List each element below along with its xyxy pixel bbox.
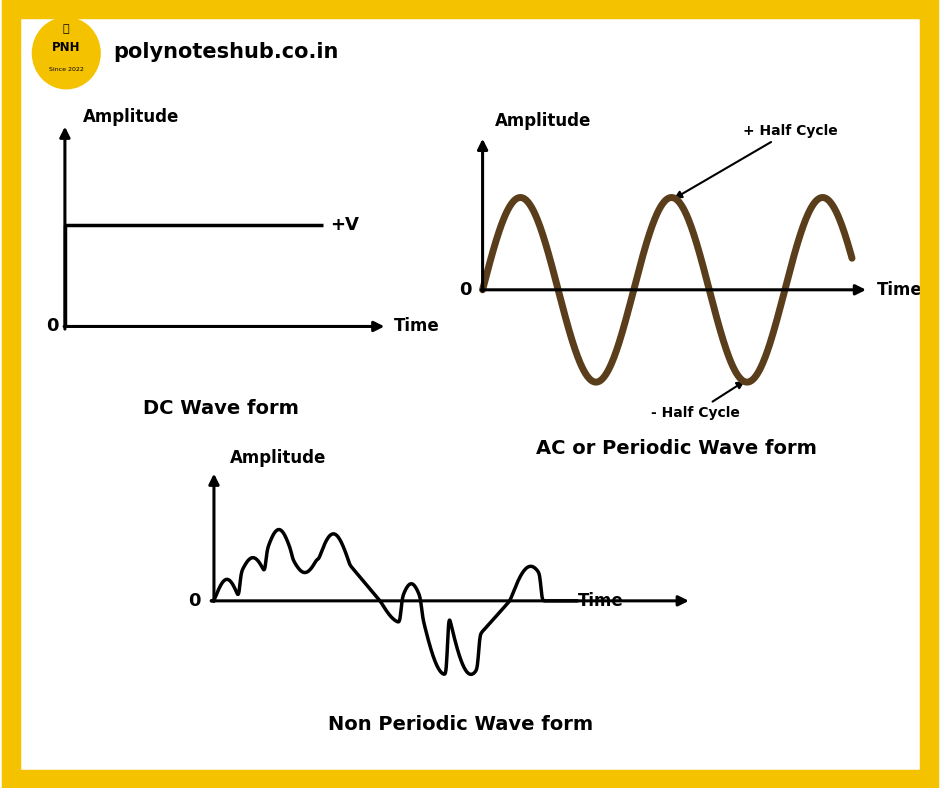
Text: PNH: PNH — [52, 41, 81, 54]
Text: polynoteshub.co.in: polynoteshub.co.in — [113, 42, 338, 61]
Text: - Half Cycle: - Half Cycle — [650, 382, 743, 420]
Text: Since 2022: Since 2022 — [49, 67, 84, 72]
Text: Time: Time — [877, 281, 923, 299]
Text: Time: Time — [395, 318, 440, 336]
Text: +V: +V — [330, 216, 359, 234]
Text: 0: 0 — [46, 318, 58, 336]
Text: 🎓: 🎓 — [63, 24, 70, 34]
Text: Time: Time — [577, 592, 623, 610]
Text: Non Periodic Wave form: Non Periodic Wave form — [328, 715, 593, 734]
Text: Amplitude: Amplitude — [495, 112, 591, 129]
Text: Amplitude: Amplitude — [83, 108, 180, 126]
Text: + Half Cycle: + Half Cycle — [676, 124, 838, 198]
Ellipse shape — [33, 17, 101, 89]
Text: 0: 0 — [460, 281, 472, 299]
Text: 0: 0 — [189, 592, 201, 610]
Text: Amplitude: Amplitude — [229, 449, 326, 466]
Text: AC or Periodic Wave form: AC or Periodic Wave form — [537, 439, 817, 458]
Text: DC Wave form: DC Wave form — [143, 400, 299, 418]
